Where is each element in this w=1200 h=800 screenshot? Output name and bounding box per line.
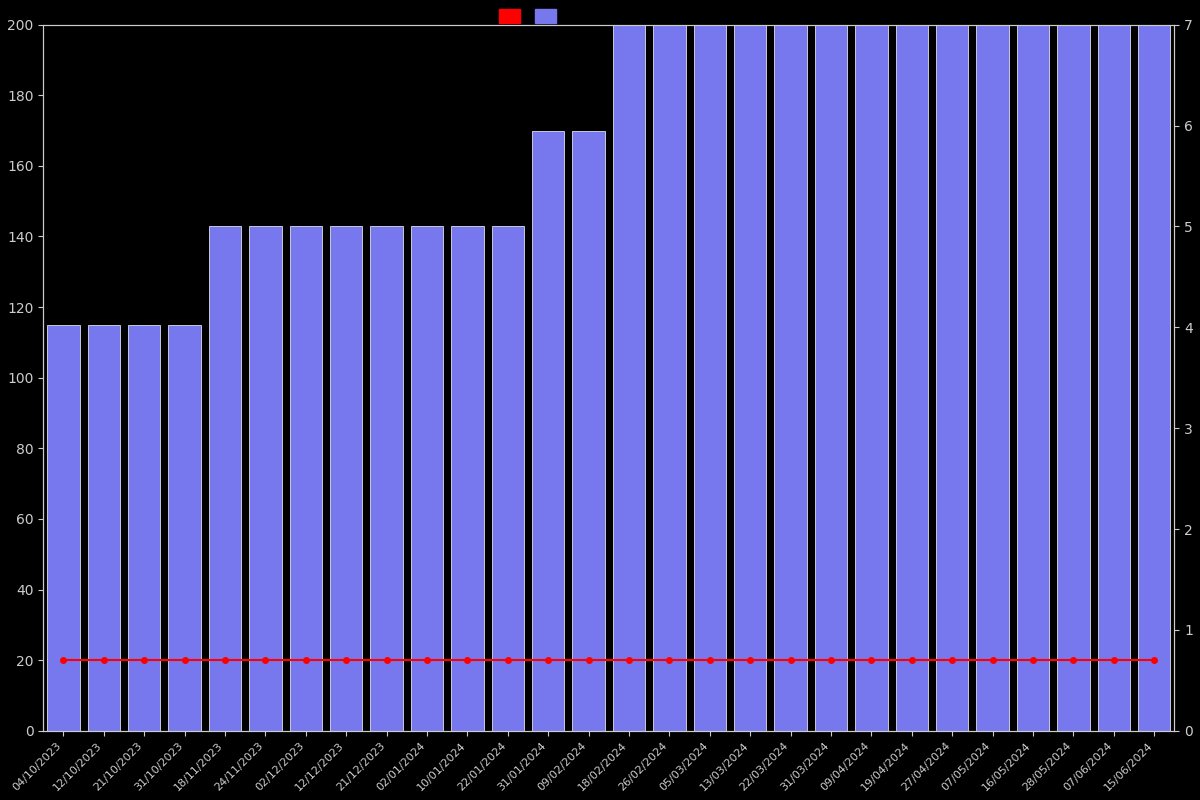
Bar [209, 226, 241, 731]
Bar [289, 226, 322, 731]
Bar [613, 25, 646, 731]
Bar [410, 226, 443, 731]
Bar [250, 226, 282, 731]
Bar [1057, 25, 1090, 731]
Bar [856, 25, 888, 731]
Bar [492, 226, 524, 731]
Bar [128, 325, 161, 731]
Bar [694, 25, 726, 731]
Bar [1098, 25, 1130, 731]
Bar [47, 325, 79, 731]
Bar [936, 25, 968, 731]
Bar [371, 226, 403, 731]
Bar [451, 226, 484, 731]
Bar [532, 130, 564, 731]
Bar [977, 25, 1009, 731]
Bar [88, 325, 120, 731]
Bar [653, 25, 685, 731]
Bar [1138, 25, 1170, 731]
Bar [895, 25, 928, 731]
Bar [734, 25, 767, 731]
Bar [1016, 25, 1049, 731]
Bar [815, 25, 847, 731]
Bar [572, 130, 605, 731]
Legend: , : , [493, 3, 565, 30]
Bar [168, 325, 200, 731]
Bar [774, 25, 806, 731]
Bar [330, 226, 362, 731]
